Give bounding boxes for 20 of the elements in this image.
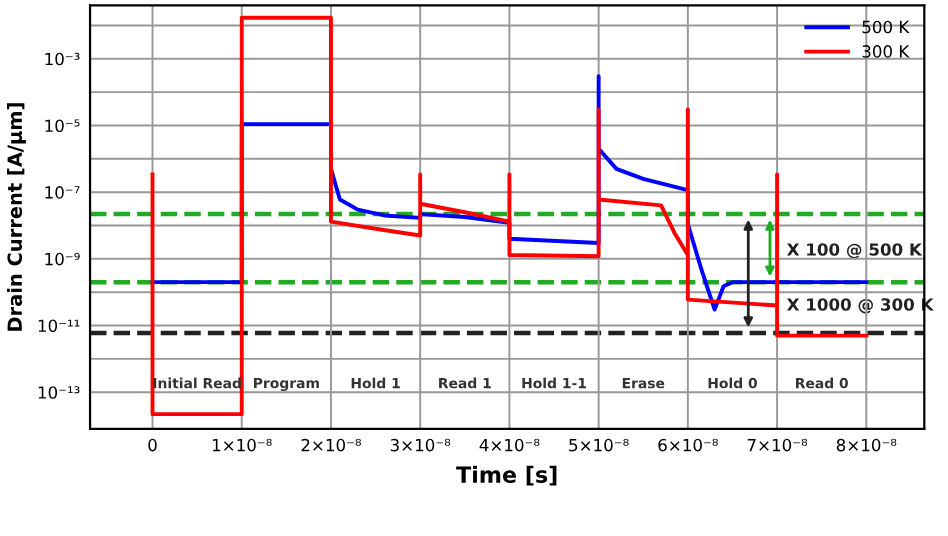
y-tick-label: 10⁻⁹ [45, 252, 80, 266]
y-axis-title: Drain Current [A/μm] [7, 103, 26, 331]
legend-label: 300 K [862, 45, 910, 58]
x-tick-label: 6×10⁻⁸ [658, 438, 718, 452]
x-tick-label: 0 [148, 438, 157, 452]
x-tick-label: 2×10⁻⁸ [301, 438, 361, 452]
y-tick-label: 10⁻¹¹ [38, 319, 80, 333]
x-tick-label: 5×10⁻⁸ [569, 438, 629, 452]
annotation: X 100 @ 500 K [786, 243, 923, 259]
x-tick-label: 3×10⁻⁸ [390, 438, 451, 452]
y-tick-label: 10⁻⁵ [45, 119, 80, 133]
legend-label: 500 K [862, 20, 910, 34]
y-tick-label: 10⁻³ [45, 52, 80, 66]
x-axis-title: Time [s] [456, 465, 557, 486]
x-tick-label: 4×10⁻⁸ [479, 438, 540, 452]
x-tick-label: 8×10⁻⁸ [836, 438, 897, 452]
x-tick-label: 1×10⁻⁸ [212, 438, 272, 452]
y-tick-label: 10⁻⁷ [45, 186, 80, 199]
x-tick-label: 7×10⁻⁸ [747, 438, 808, 452]
y-tick-label: 10⁻¹³ [38, 386, 80, 399]
